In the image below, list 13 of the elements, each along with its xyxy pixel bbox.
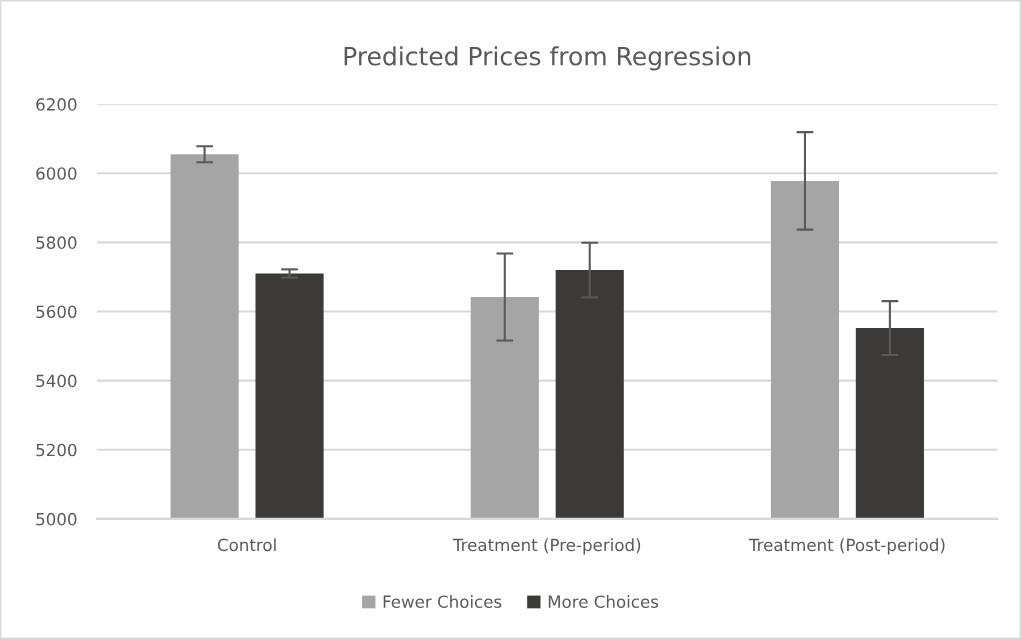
x-tick-label: Control — [217, 538, 276, 552]
y-tick-label: 5000 — [36, 512, 77, 526]
y-tick-label: 5800 — [36, 236, 77, 249]
x-tick-label: Treatment (Pre-period) — [452, 538, 641, 555]
y-tick-label: 6000 — [36, 167, 77, 180]
chart-title: Predicted Prices from Regression — [344, 46, 751, 71]
y-tick-label: 5600 — [36, 305, 77, 319]
legend-label: More Choices — [548, 595, 659, 608]
legend-label: Fewer Choices — [383, 595, 502, 608]
x-tick-label: Treatment (Post-period) — [748, 538, 945, 555]
y-tick-label: 5400 — [36, 374, 77, 388]
y-tick-label: 5200 — [36, 443, 77, 457]
y-tick-label: 6200 — [36, 98, 77, 111]
